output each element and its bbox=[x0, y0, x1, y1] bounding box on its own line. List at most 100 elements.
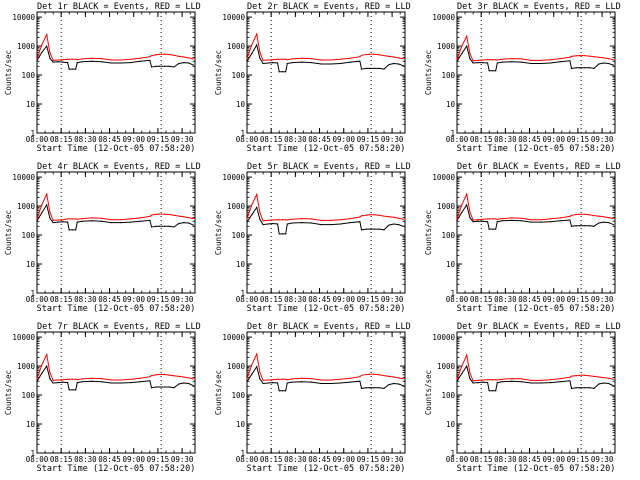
series-lld-line bbox=[456, 192, 614, 221]
panel-title: Det 5r BLACK = Events, RED = LLD bbox=[247, 162, 411, 172]
events-point bbox=[57, 382, 59, 384]
lld-point bbox=[62, 379, 64, 381]
lld-point bbox=[149, 56, 151, 58]
events-point bbox=[168, 65, 170, 67]
y-axis-label: Counts/sec bbox=[4, 210, 13, 255]
events-point bbox=[472, 221, 474, 223]
events-point bbox=[277, 382, 279, 384]
y-tick-label: 10 bbox=[446, 260, 456, 269]
events-point bbox=[378, 228, 380, 230]
y-tick-label: 1 bbox=[240, 289, 245, 298]
x-axis-label: Start Time (12-Oct-05 07:58:20) bbox=[37, 144, 196, 154]
events-point bbox=[575, 225, 577, 227]
events-point bbox=[530, 62, 532, 65]
events-point bbox=[482, 220, 484, 222]
series-lld-line bbox=[36, 32, 194, 61]
lld-point bbox=[559, 58, 561, 60]
lld-point bbox=[360, 215, 363, 217]
x-tick-label: 09:00 bbox=[332, 455, 355, 464]
x-tick-label: 08:00 bbox=[446, 135, 469, 144]
events-point bbox=[608, 222, 610, 224]
x-tick-label: 09:15 bbox=[357, 455, 380, 464]
y-tick-label: 1000 bbox=[17, 202, 36, 211]
lld-point bbox=[256, 353, 258, 355]
lld-point bbox=[163, 53, 165, 55]
x-tick-label: 08:15 bbox=[470, 295, 493, 304]
events-point bbox=[402, 385, 404, 387]
events-point bbox=[91, 380, 93, 382]
events-point bbox=[36, 220, 38, 222]
lld-point bbox=[393, 216, 395, 218]
lld-point bbox=[530, 59, 532, 62]
events-point bbox=[52, 222, 54, 224]
lld-point bbox=[188, 377, 190, 379]
lld-point bbox=[139, 217, 141, 219]
events-point bbox=[75, 229, 77, 231]
lld-point bbox=[178, 215, 180, 217]
lld-point bbox=[286, 219, 288, 221]
events-point bbox=[482, 62, 484, 64]
events-point bbox=[49, 378, 51, 380]
lld-point bbox=[330, 59, 332, 61]
x-tick-label: 09:00 bbox=[332, 135, 355, 144]
events-point bbox=[320, 63, 322, 65]
events-point bbox=[612, 64, 615, 66]
lld-point bbox=[173, 54, 175, 56]
series-events-line bbox=[36, 203, 194, 231]
events-point bbox=[246, 221, 248, 223]
y-axis-label: Counts/sec bbox=[424, 370, 433, 415]
lld-point bbox=[81, 218, 83, 220]
lld-point bbox=[68, 378, 70, 380]
lld-point bbox=[588, 214, 590, 216]
y-tick-label: 1 bbox=[450, 449, 455, 458]
lld-point bbox=[81, 58, 83, 60]
lld-point bbox=[163, 213, 165, 215]
lld-point bbox=[393, 376, 395, 378]
events-point bbox=[520, 61, 523, 63]
lld-point bbox=[477, 219, 479, 221]
lld-point bbox=[575, 55, 577, 57]
y-tick-label: 10 bbox=[26, 260, 36, 269]
lld-point bbox=[301, 57, 303, 59]
lld-point bbox=[62, 219, 64, 221]
events-point bbox=[466, 365, 468, 367]
lld-point bbox=[491, 379, 494, 381]
x-axis-label: Start Time (12-Oct-05 07:58:20) bbox=[37, 464, 196, 474]
x-tick-label: 09:15 bbox=[357, 295, 380, 304]
lld-point bbox=[469, 211, 471, 213]
events-point bbox=[75, 68, 77, 70]
x-tick-label: 08:00 bbox=[236, 135, 259, 144]
x-tick-label: 09:30 bbox=[591, 295, 614, 304]
lld-point bbox=[285, 378, 287, 380]
events-point bbox=[378, 387, 380, 389]
series-lld-line bbox=[36, 352, 194, 381]
events-point bbox=[149, 219, 151, 221]
events-point bbox=[359, 60, 361, 62]
events-point bbox=[495, 228, 497, 230]
events-point bbox=[603, 62, 605, 64]
events-point bbox=[501, 220, 503, 222]
lld-point bbox=[511, 217, 513, 219]
lld-point bbox=[339, 219, 342, 221]
events-point bbox=[188, 222, 190, 224]
lld-point bbox=[285, 219, 287, 221]
events-point bbox=[549, 382, 552, 384]
events-point bbox=[466, 204, 468, 206]
events-point bbox=[168, 386, 170, 388]
lld-point bbox=[46, 353, 48, 356]
lld-point bbox=[461, 365, 463, 367]
events-point bbox=[163, 65, 165, 67]
x-axis-label: Start Time (12-Oct-05 07:58:20) bbox=[457, 304, 616, 314]
events-point bbox=[36, 380, 38, 382]
events-point bbox=[178, 222, 180, 225]
series-lld-line bbox=[456, 34, 614, 62]
events-point bbox=[281, 390, 284, 392]
lld-point bbox=[251, 44, 253, 46]
y-tick-label: 1000 bbox=[437, 362, 456, 371]
x-tick-label: 09:00 bbox=[542, 455, 565, 464]
events-point bbox=[277, 223, 279, 225]
events-point bbox=[57, 61, 59, 63]
lld-point bbox=[368, 373, 371, 375]
lld-point bbox=[36, 378, 38, 380]
